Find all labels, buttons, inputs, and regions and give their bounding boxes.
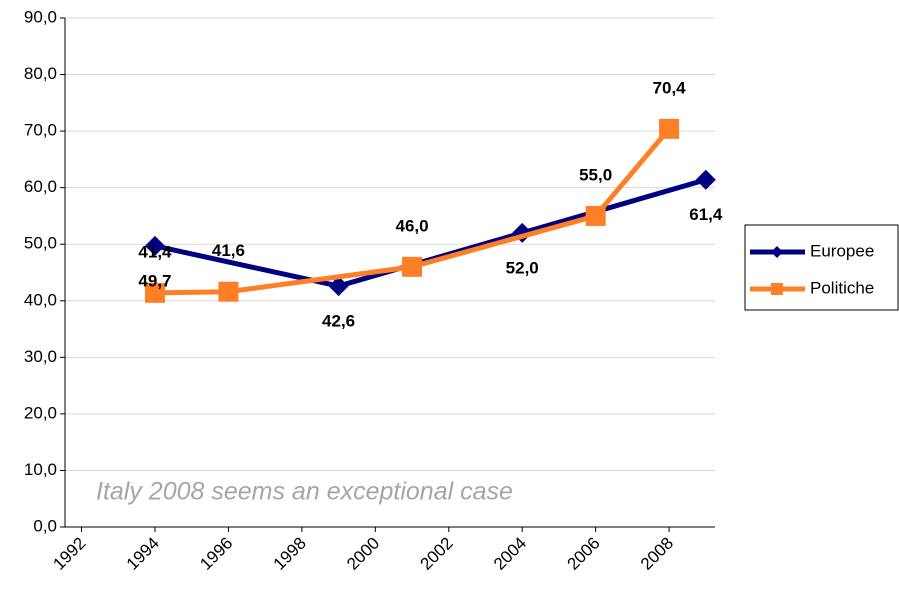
x-tick-label: 2006 [563,534,603,574]
x-tick-label: 2002 [417,534,457,574]
y-tick-label: 0,0 [33,516,57,535]
y-tick-label: 30,0 [24,347,57,366]
marker [659,118,680,139]
value-label: 46,0 [395,216,428,235]
x-tick-label: 2004 [490,534,530,574]
x-tick-label: 1998 [270,534,310,574]
y-tick-label: 40,0 [24,290,57,309]
value-label: 61,4 [689,205,723,224]
marker [218,281,239,302]
marker [402,256,423,277]
y-tick-label: 80,0 [24,64,57,83]
marker [328,276,349,297]
legend-label: Politiche [810,278,874,297]
legend-label: Europee [810,241,874,260]
y-tick-label: 20,0 [24,403,57,422]
value-label: 42,6 [322,312,355,331]
x-tick-label: 1992 [49,534,89,574]
marker [695,169,716,190]
marker [144,235,165,256]
value-label: 41,4 [138,242,172,261]
value-label: 55,0 [579,165,612,184]
y-tick-label: 60,0 [24,177,57,196]
legend-marker [771,246,783,258]
x-tick-label: 2008 [637,534,677,574]
x-tick-label: 1994 [123,534,163,574]
marker [585,205,606,226]
y-tick-label: 10,0 [24,460,57,479]
legend-marker [771,283,783,295]
value-label: 70,4 [653,78,687,97]
value-label: 41,6 [212,241,245,260]
x-tick-label: 2000 [343,534,383,574]
y-tick-label: 70,0 [24,121,57,140]
annotation: Italy 2008 seems an exceptional case [96,478,513,506]
x-tick-label: 1996 [196,534,236,574]
value-label: 52,0 [506,258,539,277]
series-line [154,177,707,289]
y-tick-label: 50,0 [24,234,57,253]
marker [144,282,165,303]
value-label: 49,7 [138,271,171,290]
legend-box [744,224,899,311]
y-tick-label: 90,0 [24,7,57,26]
